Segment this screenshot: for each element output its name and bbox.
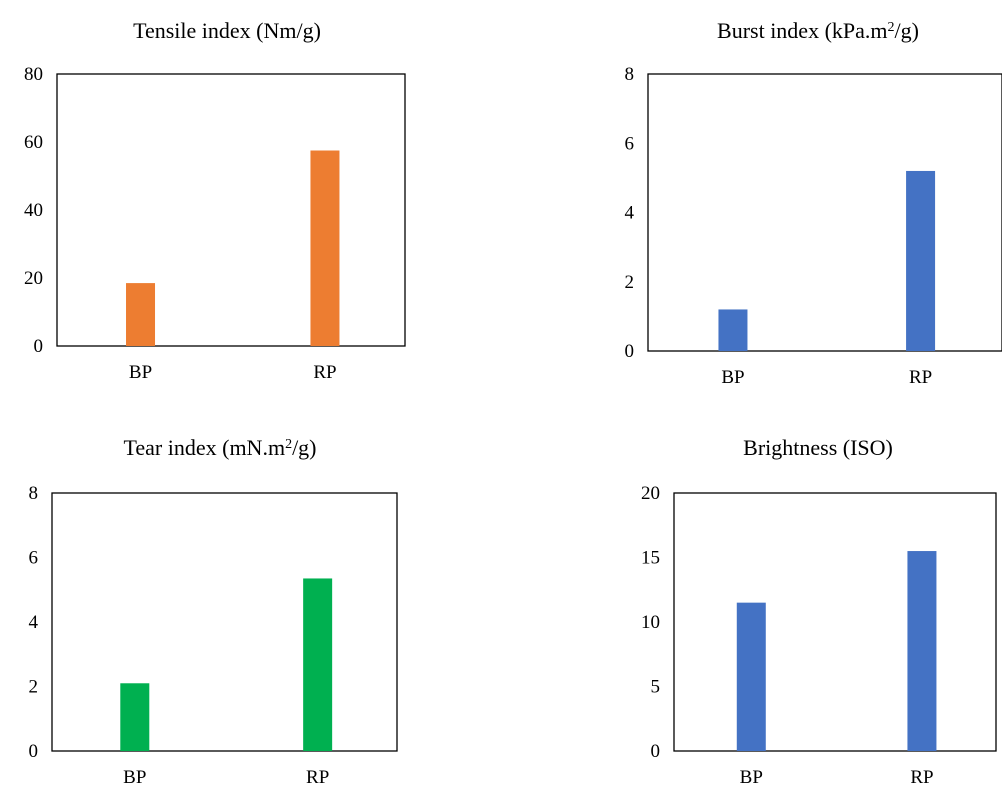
chart-title-part: Tensile index (Nm/g) [133,18,321,43]
chart-title: Burst index (kPa.m2/g) [717,18,919,43]
plot-frame [673,492,997,752]
y-tick-label: 0 [34,336,44,357]
chart-1: Tensile index (Nm/g) 0 20 40 60 80 BP RP [24,18,406,383]
chart-title-part: 2 [888,20,895,35]
y-tick-label: 5 [651,677,661,698]
x-tick-label: RP [306,767,329,788]
y-tick-label: 40 [24,200,43,221]
x-tick-label: BP [740,767,763,788]
chart-title-part: Brightness (ISO) [743,435,893,460]
y-tick-label: 10 [641,612,660,633]
x-tick-label: RP [909,367,932,388]
bar-rp [310,150,340,346]
x-tick-label: BP [129,362,152,383]
bar-bp [718,309,748,351]
bar-bp [736,602,766,751]
plot-frame [647,73,1002,352]
plot-frame [51,492,398,752]
y-tick-label: 80 [24,64,43,85]
y-tick-label: 4 [29,612,39,633]
chart-title: Tensile index (Nm/g) [133,18,321,43]
y-tick-label: 6 [29,548,39,569]
chart-title: Tear index (mN.m2/g) [123,435,316,460]
y-tick-label: 2 [29,677,39,698]
y-tick-label: 0 [625,341,635,362]
chart-title-part: Tear index (mN.m [123,435,285,460]
y-tick-label: 2 [625,272,635,293]
y-tick-label: 6 [625,133,635,154]
bar-rp [906,170,936,351]
x-tick-label: RP [910,767,933,788]
chart-title-part: 2 [285,437,292,452]
chart-title-part: /g) [292,435,316,460]
chart-title-part: Burst index (kPa.m [717,18,888,43]
y-tick-label: 20 [641,483,660,504]
y-tick-label: 0 [29,741,39,762]
y-tick-label: 20 [24,268,43,289]
bar-bp [120,683,150,751]
plot-frame [56,73,406,347]
x-tick-label: RP [313,362,336,383]
chart-title-part: /g) [895,18,919,43]
x-tick-label: BP [123,767,146,788]
bar-rp [907,551,937,751]
y-tick-label: 60 [24,132,43,153]
bar-bp [126,283,156,346]
y-tick-label: 8 [29,483,39,504]
y-tick-label: 0 [651,741,661,762]
x-tick-label: BP [721,367,744,388]
bar-rp [303,578,333,751]
chart-4: Brightness (ISO) 0 5 10 15 20 BP RP [641,435,997,788]
y-tick-label: 4 [625,203,635,224]
chart-title: Brightness (ISO) [743,435,893,460]
y-tick-label: 15 [641,548,660,569]
y-tick-label: 8 [625,64,635,85]
